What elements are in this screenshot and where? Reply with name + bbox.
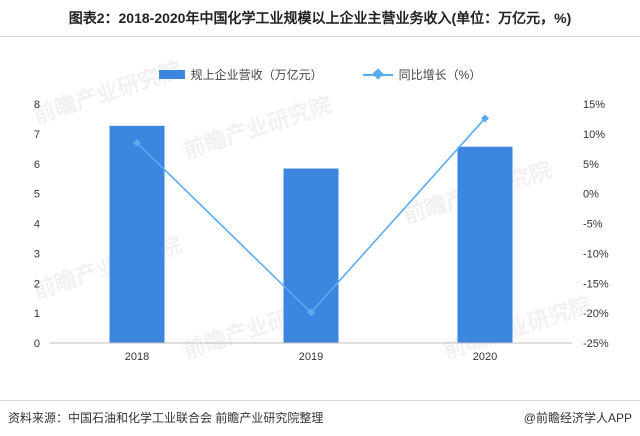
y-right-tick-label: -10% [583, 248, 609, 260]
y-right-tick-label: 5% [583, 159, 599, 171]
brand-credit: @前瞻经济学人APP [523, 411, 632, 425]
legend-swatch-bar [158, 70, 185, 79]
y-right-tick-label: -15% [583, 278, 609, 290]
y-left-tick-label: 8 [34, 99, 40, 111]
bar [109, 125, 165, 343]
y-right-tick-label: -20% [583, 308, 609, 320]
y-right-tick-label: 10% [583, 129, 605, 141]
legend-swatch-line [362, 68, 393, 80]
source-note: 资料来源：中国石油和化学工业联合会 前瞻产业研究院整理 [8, 411, 324, 425]
legend-item-line[interactable]: 同比增长（%） [362, 66, 482, 83]
footer-divider [0, 400, 640, 401]
y-right-tick-label: 15% [583, 99, 605, 111]
bar [457, 146, 513, 343]
y-left-tick-label: 0 [34, 338, 40, 350]
x-tick-label: 2020 [473, 351, 497, 363]
bar [283, 168, 339, 343]
line-point [133, 138, 141, 147]
y-left-tick-label: 4 [34, 219, 40, 231]
y-left-tick-label: 3 [34, 248, 40, 260]
x-tick-label: 2019 [299, 351, 323, 363]
title-divider [0, 36, 640, 37]
combo-chart: 0 1 2 3 4 5 6 7 8 -25% -20% -15% -10% -5% 0% 5% 10% 15% 20… [34, 99, 609, 363]
y-left-tick-label: 2 [34, 278, 40, 290]
chart-legend: 规上企业营收（万亿元） 同比增长（%） [0, 66, 640, 83]
y-left-tick-label: 6 [34, 159, 40, 171]
y-right-tick-label: -25% [583, 338, 609, 350]
line-point [307, 308, 315, 317]
legend-label-bar: 规上企业营收（万亿元） [190, 68, 323, 82]
chart-title: 图表2：2018-2020年中国化学工业规模以上企业主营业务收入(单位：万亿元，… [68, 10, 572, 26]
y-left-tick-label: 5 [34, 189, 40, 201]
legend-item-bar[interactable]: 规上企业营收（万亿元） [158, 66, 323, 83]
x-tick-label: 2018 [125, 351, 149, 363]
y-left-tick-label: 7 [34, 129, 40, 141]
legend-label-line: 同比增长（%） [398, 68, 482, 82]
y-right-tick-label: -5% [583, 219, 603, 231]
line-point [481, 114, 489, 123]
y-right-tick-label: 0% [583, 189, 599, 201]
y-left-tick-label: 1 [34, 308, 40, 320]
